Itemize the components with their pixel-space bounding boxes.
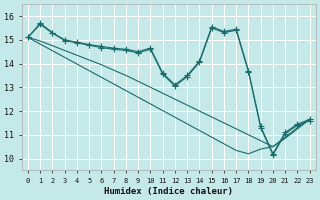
X-axis label: Humidex (Indice chaleur): Humidex (Indice chaleur) xyxy=(104,187,233,196)
